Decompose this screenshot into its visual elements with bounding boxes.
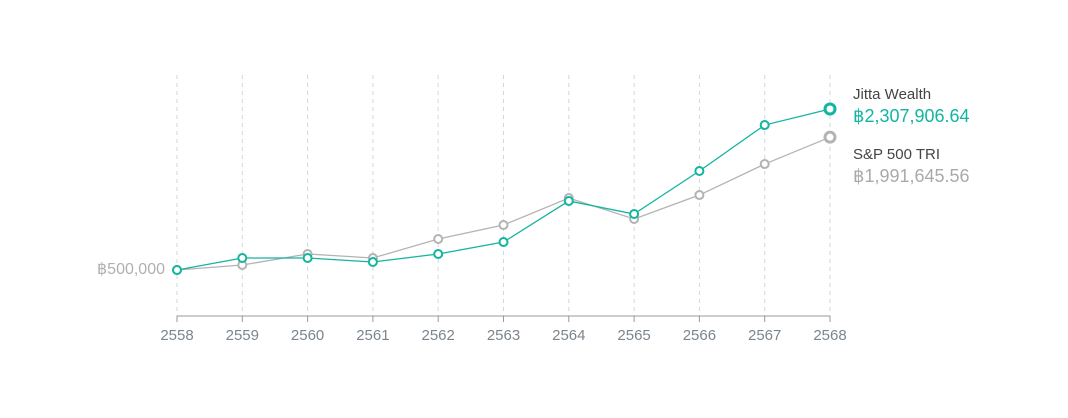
- legend-label: Jitta Wealth: [853, 86, 931, 103]
- x-tick-label: 2568: [813, 327, 846, 344]
- x-tick-label: 2558: [160, 327, 193, 344]
- point: [759, 159, 770, 170]
- point: [823, 130, 837, 144]
- x-tick-label: 2563: [487, 327, 520, 344]
- point: [302, 252, 313, 263]
- point: [629, 208, 640, 219]
- x-tick-label: 2559: [226, 327, 259, 344]
- x-tick-label: 2562: [422, 327, 455, 344]
- x-tick-label: 2561: [356, 327, 389, 344]
- point: [498, 220, 509, 231]
- point: [433, 234, 444, 245]
- x-tick-label: 2565: [617, 327, 650, 344]
- value-label: ฿2,307,906.64: [853, 106, 970, 126]
- x-tick-label: 2560: [291, 327, 324, 344]
- point: [759, 120, 770, 131]
- point: [498, 237, 509, 248]
- x-tick-label: 2566: [683, 327, 716, 344]
- value-label: ฿1,991,645.56: [853, 166, 970, 186]
- point: [367, 256, 378, 267]
- point: [172, 265, 182, 276]
- x-tick-label: 2567: [748, 327, 781, 344]
- point: [694, 190, 705, 201]
- x-tick-label: 2564: [552, 327, 585, 344]
- legend-label: S&P 500 TRI: [853, 146, 940, 163]
- y-tick-label: ฿500,000: [97, 261, 165, 278]
- point: [694, 165, 705, 176]
- point: [237, 252, 248, 263]
- point: [563, 195, 574, 206]
- point: [433, 248, 444, 259]
- point: [823, 102, 837, 116]
